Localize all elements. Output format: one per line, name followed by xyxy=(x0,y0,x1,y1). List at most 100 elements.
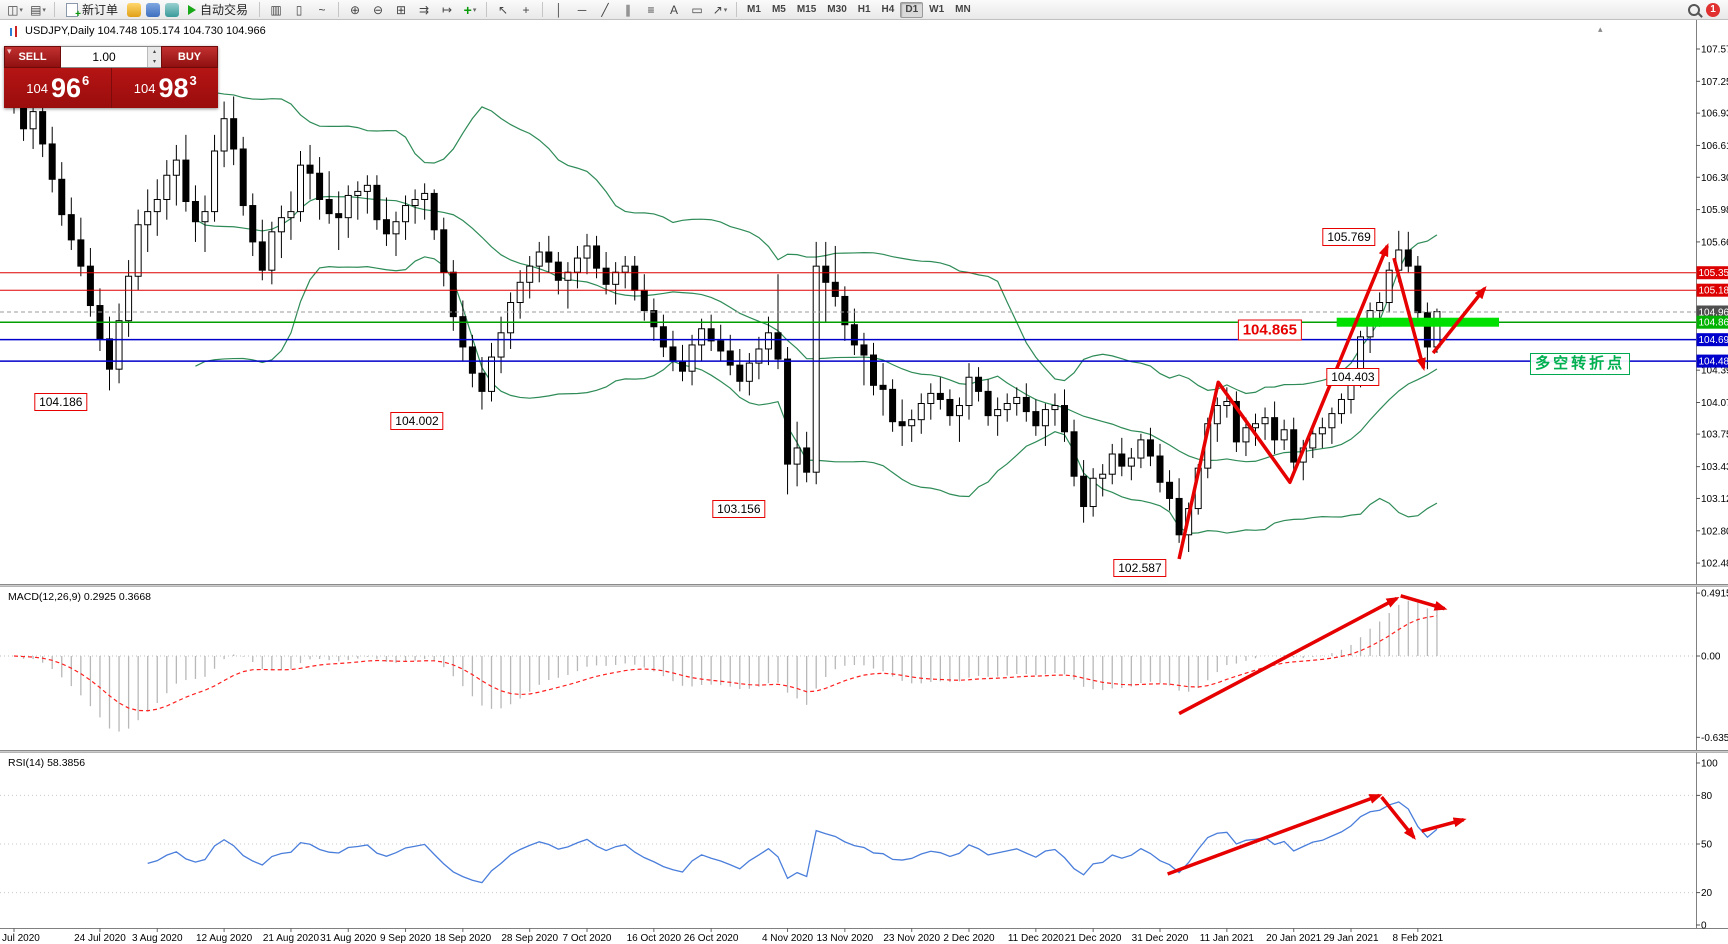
timeframe-m5[interactable]: M5 xyxy=(767,2,791,18)
price-annotation[interactable]: 104.403 xyxy=(1326,368,1380,387)
channel-tool-icon[interactable]: ∥ xyxy=(625,2,632,17)
trade-panel-collapse-icon[interactable]: ▾ xyxy=(7,46,12,56)
chevron-down-icon: ▾ xyxy=(723,6,728,14)
text-tool-icon[interactable]: A xyxy=(670,2,679,17)
toolbar-separator xyxy=(486,2,488,17)
volume-decrease-button[interactable]: ▾ xyxy=(148,57,161,67)
market-icon[interactable] xyxy=(146,2,161,17)
timeframe-h4[interactable]: H4 xyxy=(877,2,900,18)
horizontal-line-tool-icon[interactable]: ─ xyxy=(577,2,587,17)
timeframe-m15[interactable]: M15 xyxy=(792,2,821,18)
tile-windows-icon[interactable]: ⊞ xyxy=(396,2,407,17)
candle xyxy=(478,372,486,392)
price-annotation[interactable]: 103.156 xyxy=(712,500,766,519)
sell-button[interactable]: SELL xyxy=(4,46,61,68)
date-axis-label: 23 Nov 2020 xyxy=(883,933,940,944)
price-annotation[interactable]: 104.002 xyxy=(390,412,444,431)
support-highlight-bar[interactable] xyxy=(1336,317,1500,327)
new-order-label: 新订单 xyxy=(82,3,119,17)
panel-splitter-rsi[interactable] xyxy=(0,750,1728,753)
zoom-in-icon[interactable]: ⊕ xyxy=(350,2,361,17)
trend-arrow[interactable] xyxy=(1431,286,1487,355)
volume-spinner: ▴ ▾ xyxy=(147,47,161,67)
label-tool-icon[interactable]: ▭ xyxy=(691,2,703,17)
candle xyxy=(325,198,333,215)
line-chart-type-icon[interactable]: ~ xyxy=(318,2,326,17)
timeframe-m1[interactable]: M1 xyxy=(742,2,766,18)
date-axis-label: 9 Sep 2020 xyxy=(380,933,432,944)
date-axis-label: 14 Jul 2020 xyxy=(0,933,40,944)
profiles-icon[interactable]: ▤ ▾ xyxy=(30,2,46,17)
fibonacci-tool-icon[interactable]: ≡ xyxy=(647,2,655,17)
candle xyxy=(106,338,113,370)
zoom-out-icon[interactable]: ⊖ xyxy=(373,2,384,17)
candle xyxy=(812,265,820,473)
chart-shift-marker[interactable]: ▴ xyxy=(1598,24,1603,34)
trend-arrow[interactable] xyxy=(1392,257,1426,372)
price-annotation[interactable]: 105.769 xyxy=(1322,227,1376,246)
panel-splitter-macd[interactable] xyxy=(0,584,1728,587)
autotrading-button[interactable]: 自动交易 xyxy=(182,1,254,19)
candle xyxy=(975,376,983,392)
new-chart-icon[interactable]: ◫ ▾ xyxy=(7,2,23,17)
timeframe-mn[interactable]: MN xyxy=(950,2,976,18)
date-axis-label: 4 Nov 2020 xyxy=(762,933,814,944)
rsi-indicator-label: RSI(14) 58.3856 xyxy=(8,757,86,769)
vertical-line-tool-icon[interactable]: │ xyxy=(555,2,563,17)
price-annotation[interactable]: 104.865 xyxy=(1237,319,1302,341)
candle xyxy=(1061,405,1068,433)
indicators-icon[interactable]: + ▾ xyxy=(459,1,481,19)
candle xyxy=(258,241,266,271)
notification-badge[interactable]: 1 xyxy=(1706,2,1720,17)
price-annotation[interactable]: 102.587 xyxy=(1113,559,1167,578)
trend-arrow[interactable] xyxy=(1177,243,1389,560)
timeframe-w1[interactable]: W1 xyxy=(924,2,949,18)
candle xyxy=(363,184,371,192)
candle xyxy=(153,198,161,213)
timeframe-m30[interactable]: M30 xyxy=(822,2,851,18)
candle xyxy=(182,159,190,203)
trend-arrow[interactable] xyxy=(1421,817,1467,833)
timeframe-d1[interactable]: D1 xyxy=(900,1,924,18)
economic-calendar-icon[interactable] xyxy=(165,2,180,17)
price-annotation[interactable]: 104.186 xyxy=(34,392,88,411)
date-axis-label: 3 Aug 2020 xyxy=(132,933,183,944)
buy-button[interactable]: BUY xyxy=(161,46,218,68)
crosshair-icon[interactable]: + xyxy=(522,2,530,17)
volume-increase-button[interactable]: ▴ xyxy=(148,47,161,57)
candle xyxy=(373,184,381,221)
rsi-axis-label: 100 xyxy=(1701,759,1718,770)
trend-arrow[interactable] xyxy=(1380,795,1416,840)
trade-panel-controls: SELL ▴ ▾ BUY xyxy=(4,46,218,68)
trend-arrow[interactable] xyxy=(1167,793,1383,876)
price-axis-label: 106.935 xyxy=(1701,109,1728,120)
bar-chart-type-icon[interactable]: ▥ xyxy=(270,2,282,17)
note-annotation[interactable]: 多空转折点 xyxy=(1530,353,1631,376)
candle xyxy=(1013,396,1021,405)
metaeditor-icon[interactable] xyxy=(127,2,142,17)
bid-price[interactable]: 104 96 6 xyxy=(4,68,112,108)
candle xyxy=(134,224,142,277)
ask-price[interactable]: 104 98 3 xyxy=(112,68,219,108)
trend-arrow[interactable] xyxy=(1178,596,1400,716)
candle xyxy=(1423,312,1431,348)
candle xyxy=(774,332,782,360)
search-icon[interactable] xyxy=(1688,3,1700,16)
cursor-icon[interactable]: ↖ xyxy=(498,2,509,17)
macd-axis-label: -0.6355 xyxy=(1701,733,1728,744)
shapes-tool-icon[interactable]: ↗ ▾ xyxy=(712,2,728,17)
toolbar-separator xyxy=(54,2,55,17)
price-tag xyxy=(1696,283,1728,297)
candle xyxy=(755,348,763,364)
new-order-button[interactable]: 新订单 xyxy=(60,1,124,20)
trade-panel-prices: 104 96 6 104 98 3 xyxy=(4,68,218,108)
candlestick-chart-type-icon[interactable]: ▯ xyxy=(295,2,303,17)
volume-input[interactable] xyxy=(61,47,147,67)
trendline-tool-icon[interactable]: ╱ xyxy=(601,2,609,17)
auto-scroll-icon[interactable]: ⇉ xyxy=(419,2,430,17)
trend-arrow[interactable] xyxy=(1400,594,1448,611)
chart-shift-icon[interactable]: ↦ xyxy=(442,2,453,17)
candle xyxy=(1252,423,1259,429)
timeframe-h1[interactable]: H1 xyxy=(853,2,876,18)
